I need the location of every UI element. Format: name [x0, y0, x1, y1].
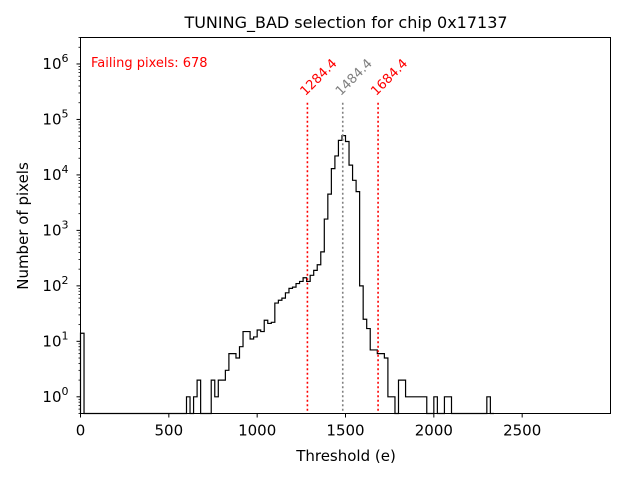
- y-tick-exponent: 3: [62, 218, 69, 231]
- y-tick-exponent: 5: [62, 107, 69, 120]
- y-tick-exponent: 1: [62, 329, 69, 342]
- chart-title: TUNING_BAD selection for chip 0x17137: [183, 13, 507, 33]
- x-tick-label: 2500: [503, 422, 541, 440]
- y-axis-label: Number of pixels: [14, 162, 32, 290]
- x-tick-label: 1500: [326, 422, 364, 440]
- y-tick-label: 100: [42, 385, 68, 406]
- x-tick-label: 500: [155, 422, 184, 440]
- plot-frame: [80, 37, 611, 414]
- y-tick-exponent: 4: [62, 163, 69, 176]
- y-tick-label: 101: [42, 329, 68, 350]
- failing-pixels-annotation: Failing pixels: 678: [91, 56, 208, 71]
- x-axis-label: Threshold (e): [295, 447, 396, 465]
- y-tick-label: 104: [42, 163, 68, 184]
- y-tick-label: 105: [42, 107, 68, 128]
- y-tick-base: 10: [42, 388, 61, 406]
- y-tick-base: 10: [42, 332, 61, 350]
- y-tick-base: 10: [42, 166, 61, 184]
- y-tick-exponent: 2: [62, 274, 69, 287]
- y-tick-base: 10: [42, 55, 61, 73]
- y-tick-exponent: 0: [62, 385, 69, 398]
- x-tick-label: 2000: [415, 422, 453, 440]
- y-tick-label: 103: [42, 218, 68, 239]
- x-tick-label: 1000: [238, 422, 276, 440]
- y-tick-base: 10: [42, 277, 61, 295]
- histogram-step-line: [79, 135, 494, 415]
- y-tick-base: 10: [42, 110, 61, 128]
- y-tick-label: 106: [42, 52, 68, 73]
- x-tick-label: 0: [76, 422, 86, 440]
- y-tick-label: 102: [42, 274, 68, 295]
- y-tick-exponent: 6: [62, 52, 69, 65]
- y-tick-base: 10: [42, 221, 61, 239]
